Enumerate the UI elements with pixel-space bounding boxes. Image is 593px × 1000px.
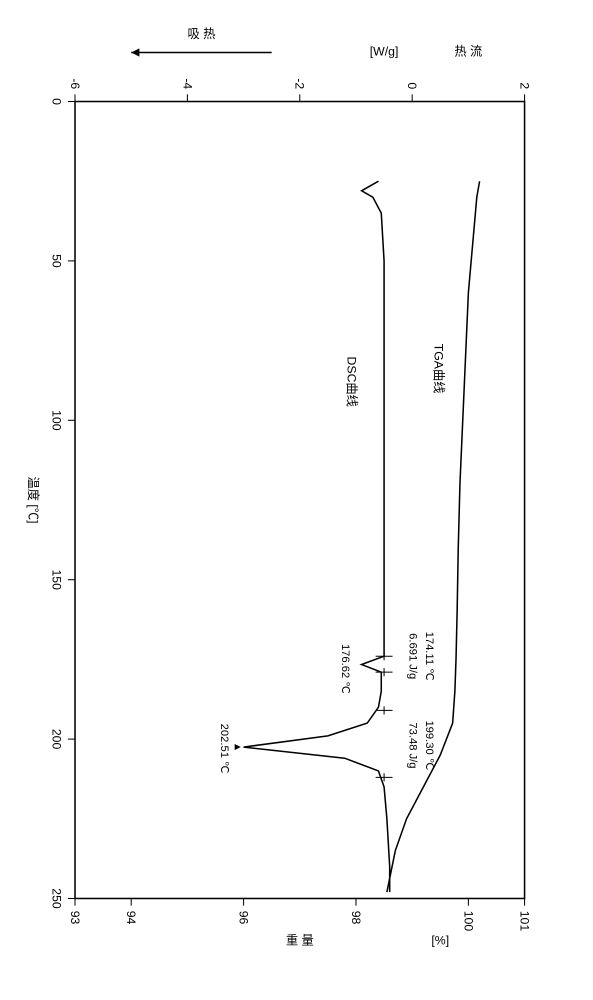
y-left-label-1: 热 流 [454,45,482,59]
y-left-tick: -6 [68,78,82,89]
endotherm-arrow-icon [131,48,139,56]
peak1-onset: 174.11 ℃ [423,632,435,681]
peak1-temp: 176.62 ℃ [339,644,351,694]
y-right-label: 重 量 [286,933,314,947]
tga-label: TGA曲线 [432,344,446,394]
x-tick-label: 150 [50,569,64,590]
y-left-tick: 2 [517,82,531,89]
plot-border [75,102,525,899]
peak-marker-icon [235,744,241,750]
x-tick-label: 200 [50,729,64,750]
dsc-label: DSC曲线 [345,357,359,407]
y-left-unit: [W/g] [370,45,399,59]
peak1-energy: 6.691 J/g [406,633,418,679]
y-right-tick: 101 [517,911,531,932]
y-right-tick: 96 [237,911,251,925]
peak2-temp: 202.51 ℃ [218,724,230,774]
tga-curve [387,181,480,892]
x-tick-label: 50 [50,254,64,268]
y-right-tick: 93 [68,911,82,925]
x-axis-label: 温度 [℃] [26,477,41,524]
plot-rotated: 0 50 100 150 200 250 温度 [℃] -6 -4 -2 0 2 93 94 96 98 100… [26,27,531,947]
x-tick-label: 250 [50,888,64,909]
x-tick-label: 100 [50,410,64,431]
y-right-tick: 98 [349,911,363,925]
y-left-tick: -4 [180,78,194,89]
x-tick-label: 0 [50,98,64,105]
peak2-onset: 199.30 ℃ [423,720,435,770]
peak2-energy: 73.48 J/g [406,722,418,768]
dsc-curve [244,181,390,892]
y-right-tick: 94 [124,911,138,925]
y-left-tick: -2 [293,78,307,89]
thermal-analysis-chart: 0 50 100 150 200 250 温度 [℃] -6 -4 -2 0 2 93 94 96 98 100… [0,0,593,1000]
y-right-tick: 100 [461,911,475,932]
endotherm-label: 吸 热 [187,27,215,41]
y-left-tick: 0 [405,82,419,89]
y-right-unit: [%] [431,933,449,947]
